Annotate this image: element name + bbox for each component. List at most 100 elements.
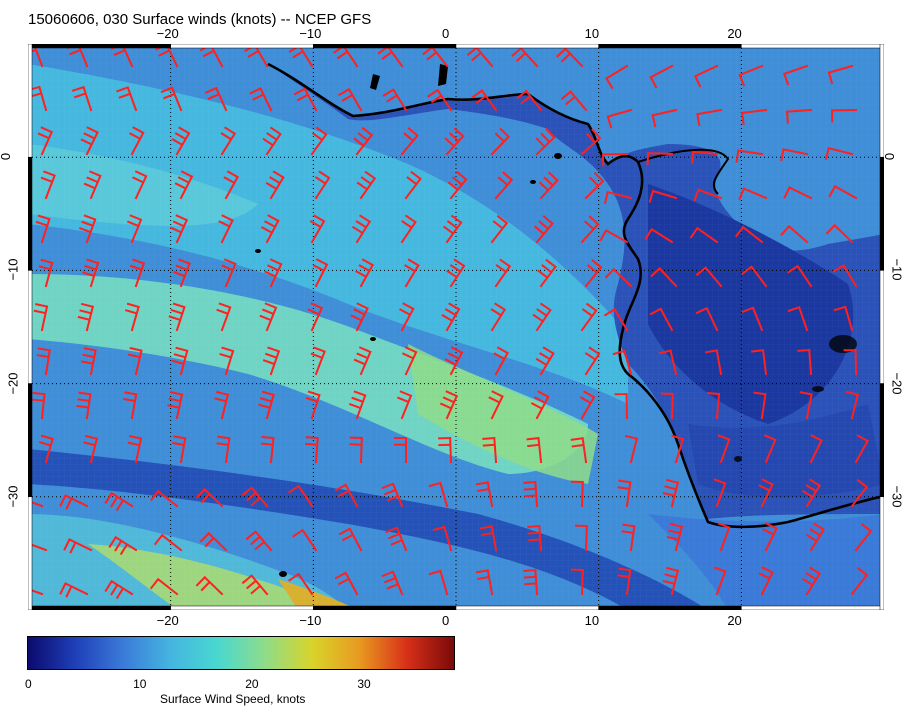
wind-barb bbox=[78, 214, 97, 244]
wind-barb bbox=[717, 434, 731, 464]
wind-barb bbox=[218, 214, 234, 244]
wind-barb bbox=[787, 306, 809, 332]
wind-barb bbox=[204, 86, 228, 112]
wind-barb bbox=[490, 214, 509, 244]
wind-barb bbox=[649, 307, 674, 332]
wind-barb bbox=[259, 302, 278, 332]
wind-barb bbox=[348, 390, 367, 420]
wind-barb bbox=[262, 126, 282, 156]
wind-barb bbox=[662, 478, 680, 508]
wind-barb bbox=[288, 572, 314, 596]
wind-barb bbox=[713, 478, 727, 508]
colorbar-tick-label: 0 bbox=[25, 677, 32, 691]
wind-barb bbox=[77, 302, 95, 332]
wind-barb bbox=[338, 527, 363, 552]
wind-barb bbox=[428, 569, 449, 596]
wind-barb bbox=[174, 170, 194, 200]
wind-barb bbox=[310, 126, 328, 156]
wind-barb bbox=[28, 542, 48, 552]
wind-barb bbox=[537, 258, 557, 288]
wind-barb bbox=[580, 128, 602, 156]
wind-barb bbox=[646, 152, 674, 166]
wind-barb bbox=[439, 390, 459, 420]
wind-barb bbox=[649, 64, 674, 89]
frame-tick-bar bbox=[879, 270, 884, 384]
wind-barb bbox=[382, 88, 408, 112]
wind-barb bbox=[264, 258, 283, 288]
wind-barb bbox=[396, 390, 413, 420]
wind-barb bbox=[241, 574, 269, 596]
wind-barb bbox=[216, 302, 232, 332]
latitude-tick-label: −30 bbox=[889, 485, 905, 508]
wind-barb bbox=[288, 484, 314, 508]
longitude-tick-label: 0 bbox=[442, 26, 450, 41]
wind-map-canvas bbox=[28, 44, 884, 610]
wind-barb bbox=[292, 528, 318, 552]
wind-barb bbox=[785, 108, 813, 124]
frame-tick-bar bbox=[741, 605, 884, 610]
wind-barb bbox=[153, 533, 183, 552]
wind-barb bbox=[824, 146, 854, 161]
wind-barb bbox=[753, 391, 767, 420]
wind-barb bbox=[220, 126, 237, 156]
wind-barb bbox=[717, 522, 731, 552]
frame-tick-bar bbox=[28, 496, 33, 610]
wind-barb bbox=[488, 390, 504, 420]
frame-tick-bar bbox=[28, 605, 171, 610]
wind-barb bbox=[124, 302, 140, 332]
wind-barb bbox=[660, 392, 674, 420]
longitude-tick-label: −10 bbox=[299, 613, 322, 628]
longitude-tick-label: 20 bbox=[727, 26, 742, 41]
wind-barb bbox=[171, 126, 191, 156]
wind-barb bbox=[260, 214, 280, 244]
wind-barb bbox=[580, 302, 598, 332]
wind-barb bbox=[695, 306, 719, 332]
wind-barb bbox=[763, 434, 777, 464]
frame-tick-bar bbox=[313, 605, 457, 610]
wind-barb bbox=[845, 390, 860, 420]
wind-barb bbox=[758, 478, 774, 508]
wind-barb bbox=[258, 390, 275, 420]
wind-barb bbox=[265, 170, 285, 200]
wind-barb bbox=[432, 525, 453, 552]
wind-barb bbox=[402, 346, 418, 376]
wind-barb bbox=[31, 391, 46, 420]
wind-barb bbox=[490, 302, 507, 332]
longitude-tick-label: −20 bbox=[156, 26, 179, 41]
sao-tome-island bbox=[530, 180, 536, 184]
colorbar-tick-label: 20 bbox=[245, 677, 259, 691]
wind-barb bbox=[249, 87, 273, 112]
lake-kainji bbox=[370, 74, 380, 90]
wind-barb bbox=[758, 566, 774, 596]
wind-barb bbox=[648, 189, 678, 203]
frame-tick-bar bbox=[28, 44, 33, 158]
wind-barb bbox=[427, 88, 453, 112]
wind-barb bbox=[854, 434, 869, 464]
wind-barb bbox=[35, 214, 51, 244]
wind-barb bbox=[570, 437, 588, 464]
wind-barb bbox=[38, 258, 54, 288]
wind-barb bbox=[314, 170, 331, 200]
wind-barb bbox=[81, 347, 97, 376]
wind-barb bbox=[850, 566, 869, 596]
wind-barb bbox=[149, 489, 179, 508]
wind-barb bbox=[307, 302, 324, 332]
tristan-island bbox=[279, 571, 287, 577]
wind-barb bbox=[127, 435, 143, 464]
wind-barb bbox=[805, 522, 826, 552]
wind-barb bbox=[169, 214, 189, 244]
axis-tick-bars bbox=[28, 44, 884, 610]
wind-barb bbox=[168, 302, 186, 332]
wind-barb bbox=[173, 258, 191, 288]
longitude-tick-label: −10 bbox=[299, 26, 322, 41]
wind-barb bbox=[644, 227, 674, 244]
frame-tick-bar bbox=[741, 44, 884, 49]
wind-barb bbox=[471, 89, 498, 112]
wind-barb bbox=[783, 64, 809, 86]
wind-barb bbox=[523, 480, 539, 508]
st-helena-island bbox=[370, 337, 376, 341]
wind-barb bbox=[797, 348, 813, 376]
wind-barb bbox=[850, 478, 869, 508]
frame-tick-bar bbox=[879, 156, 884, 271]
wind-barb bbox=[241, 486, 269, 508]
